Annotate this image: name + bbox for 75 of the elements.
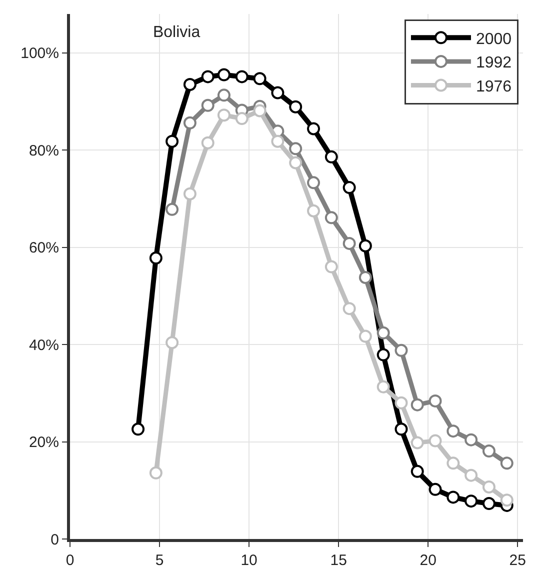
x-tick-label: 20 [420,552,436,569]
point [446,490,460,504]
point [289,142,302,156]
point [235,112,248,126]
point [289,156,302,170]
point [394,344,408,357]
x-tick-label: 10 [240,552,258,569]
point [446,456,460,470]
point [446,424,460,438]
point [183,116,196,130]
point [271,86,284,100]
x-tick-label: 25 [509,552,526,569]
y-tick-label: 80% [28,142,59,160]
point [217,68,230,82]
legend-label: 2000 [476,30,512,48]
point [428,394,442,408]
point [394,396,408,410]
point [289,100,302,114]
point [201,136,214,150]
point [482,444,496,458]
point [358,330,372,343]
point [324,260,338,274]
legend-label: 1992 [476,54,512,72]
y-tick-label: 100% [20,45,59,62]
point [201,70,214,84]
point [324,211,338,224]
point [253,72,266,86]
point [307,122,320,136]
point [307,176,320,190]
x-tick-label: 5 [155,552,164,569]
y-tick-label: 60% [28,240,59,257]
point [376,348,390,362]
point [482,497,496,510]
point [428,482,442,496]
point [482,480,496,494]
point [324,150,338,164]
point [376,326,390,340]
point [410,398,424,412]
point [166,336,179,350]
point [183,78,196,91]
point [464,494,478,508]
point [149,252,162,265]
point [410,464,424,478]
y-tick-label: 40% [28,336,59,354]
point [235,70,248,84]
point [500,456,514,470]
point [464,468,478,482]
point [410,436,424,450]
point [307,204,320,218]
point [358,239,372,252]
point [342,181,356,194]
point [271,134,284,148]
point [500,494,514,507]
text: Bolivia [152,24,200,41]
point [217,88,230,102]
point [376,380,390,394]
y-tick-label: 20% [28,434,59,452]
x-tick-label: 15 [330,552,347,569]
point [394,422,408,436]
point [342,302,356,316]
point [428,434,442,448]
point [201,98,214,112]
legend-label: 1976 [476,78,512,96]
point [464,433,478,446]
point [166,202,179,216]
point [358,270,372,284]
y-tick-label: 0 [50,531,59,548]
point [342,236,356,250]
point [183,187,196,200]
point [253,104,266,118]
point [166,134,179,148]
point [217,108,230,122]
point [149,466,162,480]
x-tick-label: 0 [66,552,74,569]
point [132,422,145,436]
